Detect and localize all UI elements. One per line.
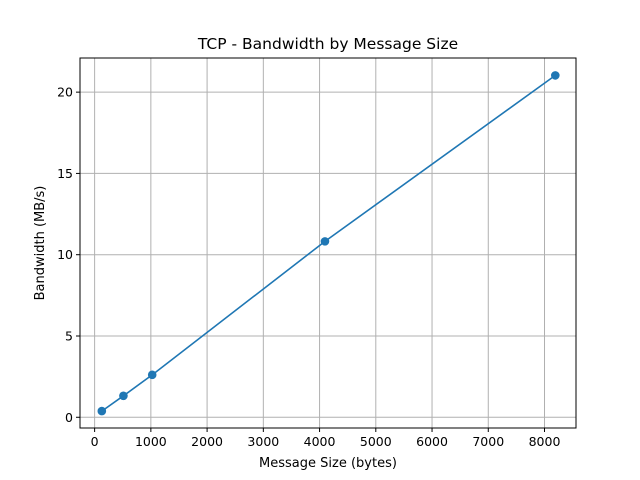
x-tick-label: 8000 bbox=[529, 434, 561, 449]
grid bbox=[80, 58, 576, 428]
data-point bbox=[147, 370, 157, 380]
data-point bbox=[119, 391, 128, 401]
data-point bbox=[320, 237, 330, 246]
y-axis-label: Bandwidth (MB/s) bbox=[33, 186, 48, 301]
x-axis-label: Message Size (bytes) bbox=[259, 456, 397, 471]
x-tick-label: 6000 bbox=[416, 434, 448, 449]
x-tick-label: 3000 bbox=[247, 434, 279, 449]
x-tick-label: 0 bbox=[91, 434, 99, 449]
x-tick-label: 2000 bbox=[191, 434, 223, 449]
chart-title: TCP - Bandwidth by Message Size bbox=[197, 35, 458, 53]
y-tick-label: 10 bbox=[57, 247, 73, 262]
ticks: 0 1000 2000 3000 4000 5000 6000 7000 8000 0 5 10 15 2… bbox=[57, 85, 560, 449]
y-tick-label: 5 bbox=[65, 328, 73, 343]
y-tick-label: 15 bbox=[57, 166, 73, 181]
data-point bbox=[551, 71, 560, 80]
y-tick-label: 0 bbox=[65, 410, 73, 425]
x-tick-label: 5000 bbox=[360, 434, 392, 449]
data-point bbox=[97, 406, 107, 416]
x-tick-label: 7000 bbox=[472, 434, 504, 449]
series-layer bbox=[97, 71, 560, 416]
plot-frame bbox=[79, 57, 577, 429]
y-tick-label: 20 bbox=[57, 85, 73, 100]
x-tick-label: 1000 bbox=[135, 434, 167, 449]
x-tick-label: 4000 bbox=[304, 434, 336, 449]
